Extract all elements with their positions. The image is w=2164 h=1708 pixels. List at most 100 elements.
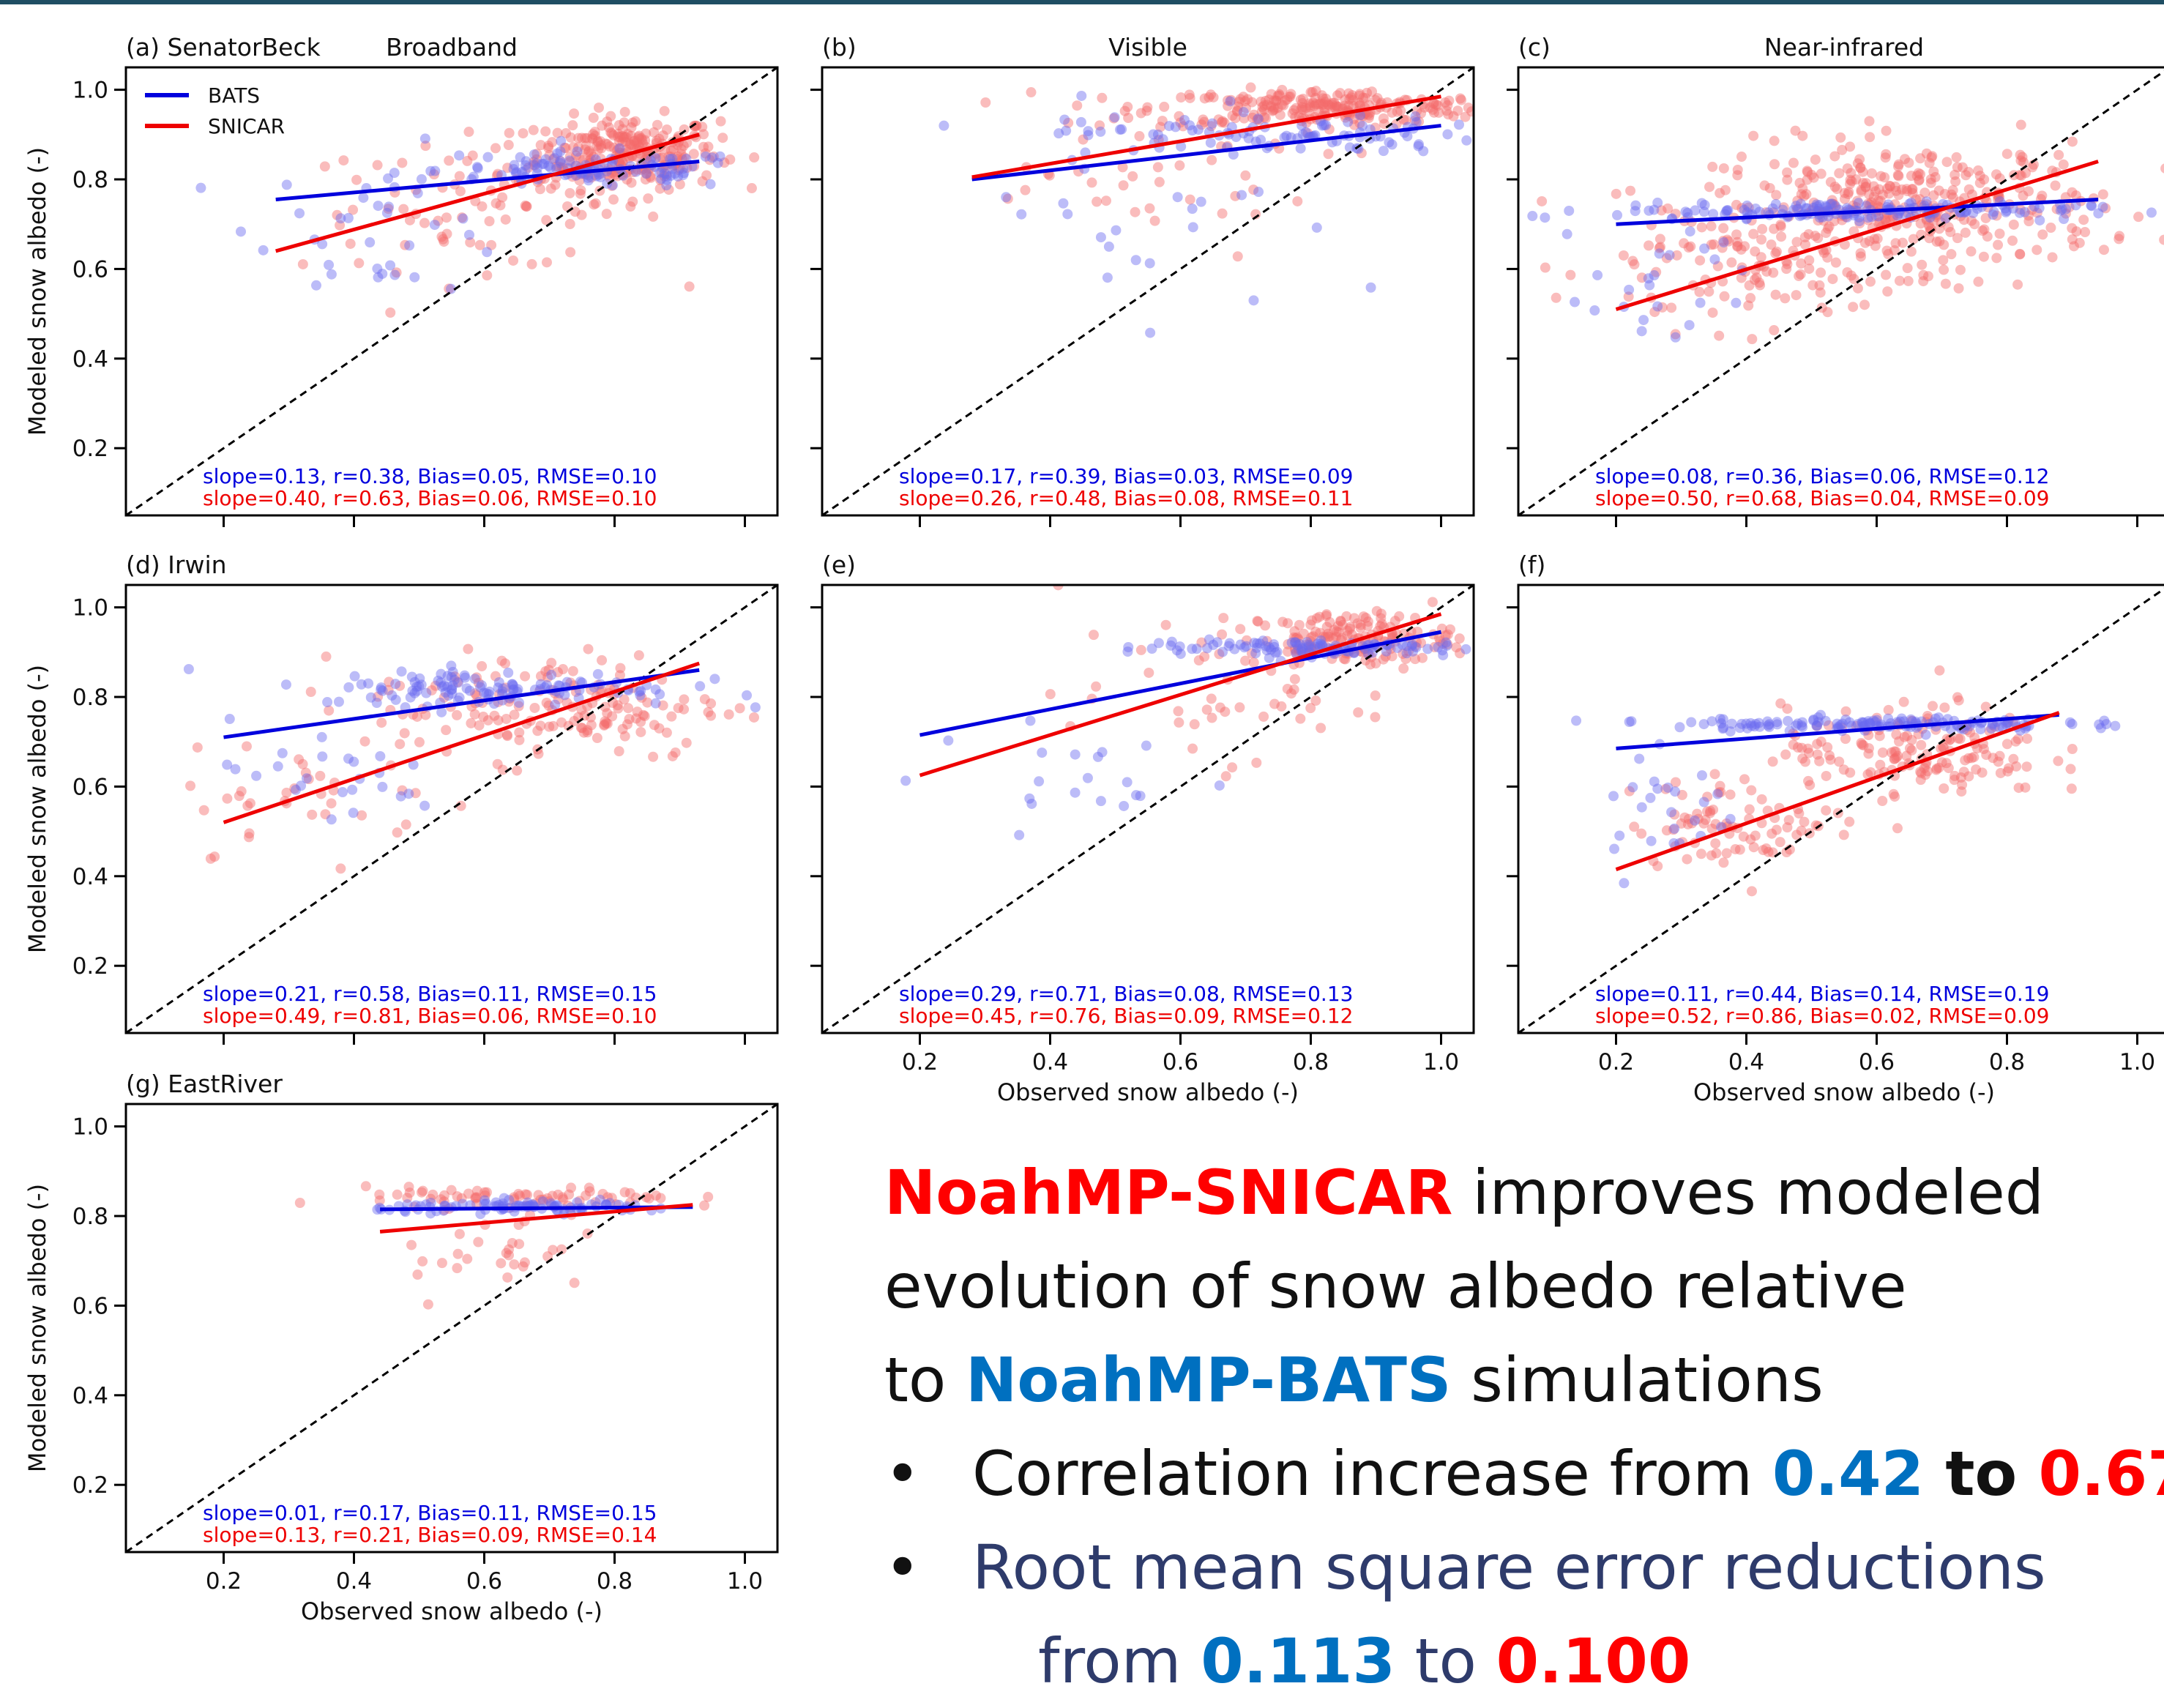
bats-point <box>661 174 672 185</box>
snicar-point <box>2065 764 2076 775</box>
bats-point <box>472 163 483 174</box>
bats-point <box>1303 641 1314 652</box>
snicar-point <box>2078 215 2089 225</box>
bats-point <box>543 160 554 171</box>
snicar-point <box>1707 161 1718 172</box>
snicar-point <box>2012 734 2023 745</box>
snicar-point <box>1676 818 1687 829</box>
snicar-point <box>471 1198 482 1209</box>
snicar-point <box>1297 97 1308 108</box>
snicar-point <box>2067 136 2078 147</box>
snicar-point <box>1892 161 1903 172</box>
bats-point <box>1243 133 1254 143</box>
snicar-point <box>1261 635 1272 646</box>
snicar-point <box>627 117 638 128</box>
snicar-point <box>630 116 641 127</box>
snicar-point <box>583 644 594 655</box>
bats-point <box>1321 119 1332 130</box>
snicar-point <box>1306 615 1317 626</box>
snicar-point <box>602 169 613 180</box>
snicar-point <box>348 204 359 215</box>
snicar-point <box>642 697 653 708</box>
snicar-point <box>1829 216 1840 227</box>
snicar-point <box>1679 238 1690 249</box>
snicar-point <box>1309 100 1320 111</box>
snicar-point <box>610 169 621 180</box>
bats-point <box>1295 143 1306 154</box>
top-rule <box>0 0 2164 4</box>
snicar-point <box>1348 113 1359 124</box>
snicar-point <box>1298 628 1309 639</box>
snicar-point <box>1799 816 1810 827</box>
snicar-point <box>691 120 702 131</box>
snicar-point <box>1797 742 1807 753</box>
snicar-point <box>1941 212 1952 223</box>
snicar-point <box>633 650 644 661</box>
snicar-point <box>1343 88 1354 99</box>
bats-point <box>1378 146 1389 157</box>
snicar-point <box>514 727 525 738</box>
snicar-point <box>1702 791 1713 802</box>
snicar-point <box>1748 842 1759 853</box>
bats-fit-line <box>223 668 700 739</box>
snicar-point <box>1766 828 1777 839</box>
bats-fit-line <box>919 630 1441 737</box>
bats-point <box>670 168 681 179</box>
bats-point <box>1109 112 1120 123</box>
bats-point <box>475 1209 486 1220</box>
snicar-point <box>1329 624 1340 635</box>
snicar-point <box>2066 783 2077 794</box>
snicar-point <box>1746 886 1757 897</box>
snicar-point <box>1880 215 1891 226</box>
snicar-point <box>1242 94 1253 105</box>
snicar-point <box>1324 617 1335 628</box>
snicar-point <box>1873 217 1884 228</box>
bats-point <box>1940 213 1951 224</box>
snicar-point <box>1829 199 1840 210</box>
snicar-point <box>1889 746 1900 757</box>
snicar-point <box>1846 168 1857 179</box>
snicar-point <box>1245 82 1256 93</box>
bats-point <box>1191 644 1202 655</box>
snicar-point <box>1230 190 1241 201</box>
snicar-point <box>1973 165 1984 176</box>
snicar-point <box>392 827 403 838</box>
snicar-point <box>1901 184 1912 195</box>
bats-point <box>1684 226 1695 237</box>
bats-point <box>2086 200 2097 211</box>
bats-point <box>715 151 725 162</box>
snicar-point <box>1804 264 1815 275</box>
bats-point <box>1024 793 1035 804</box>
bats-point <box>1540 212 1551 223</box>
snicar-point <box>1346 629 1357 640</box>
snicar-point <box>1682 818 1693 829</box>
snicar-point <box>1758 845 1769 856</box>
snicar-point <box>1328 633 1339 644</box>
snicar-point <box>1769 325 1780 336</box>
bats-point <box>1906 714 1917 725</box>
snicar-point <box>1327 97 1337 108</box>
snicar-point <box>1988 753 1999 764</box>
snicar-point <box>417 1187 428 1198</box>
snicar-point <box>1187 743 1198 754</box>
bats-point <box>499 1193 510 1204</box>
bats-point <box>1812 720 1823 731</box>
snicar-point <box>1721 848 1732 859</box>
snicar-point <box>1696 222 1707 233</box>
snicar-point <box>1770 248 1781 259</box>
snicar-point <box>544 150 555 161</box>
snicar-point <box>1370 658 1381 669</box>
bats-point <box>1255 638 1266 649</box>
snicar-point <box>657 152 668 163</box>
bats-point <box>1402 131 1413 142</box>
snicar-point <box>462 155 473 166</box>
snicar-point <box>1856 184 1867 195</box>
snicar-point <box>1917 259 1928 270</box>
snicar-point <box>529 702 540 713</box>
bats-point <box>537 1196 548 1207</box>
panel-band-title: Visible <box>1108 33 1187 61</box>
bats-point <box>425 165 436 176</box>
bats-point <box>546 669 557 680</box>
